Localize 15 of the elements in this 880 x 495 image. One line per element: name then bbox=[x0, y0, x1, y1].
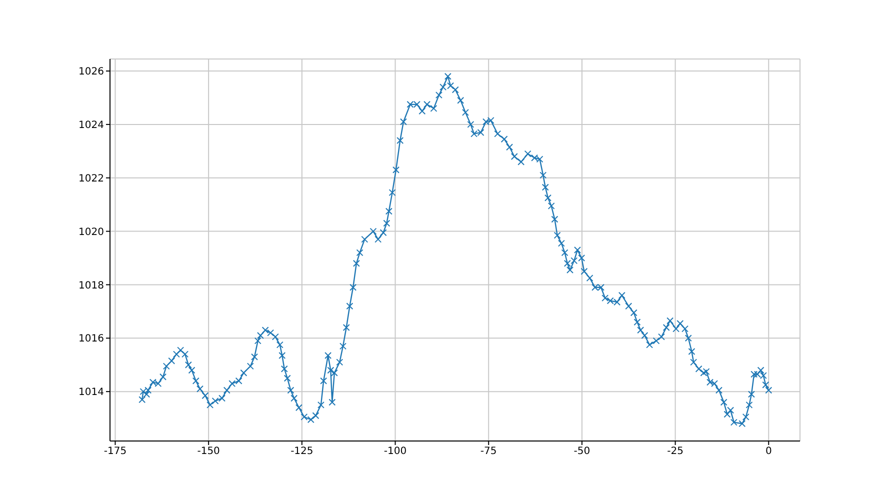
y-tick-label: 1020 bbox=[78, 226, 104, 238]
y-tick-label: 1014 bbox=[78, 387, 104, 398]
x-tick-label: -75 bbox=[480, 446, 497, 458]
y-tick-label: 1022 bbox=[78, 173, 104, 184]
y-tick-label: 1018 bbox=[78, 280, 104, 292]
x-tick-label: -125 bbox=[290, 446, 314, 458]
y-tick-label: 1016 bbox=[78, 334, 104, 345]
x-tick-label: 0 bbox=[765, 446, 772, 458]
x-tick-label: -50 bbox=[574, 446, 590, 458]
y-tick-label: 1024 bbox=[78, 120, 104, 131]
y-tick-label: 1026 bbox=[78, 66, 104, 78]
x-tick-label: -100 bbox=[384, 446, 407, 458]
x-tick-label: -150 bbox=[197, 446, 220, 458]
x-tick-label: -175 bbox=[104, 446, 127, 458]
x-tick-label: -25 bbox=[667, 446, 684, 458]
